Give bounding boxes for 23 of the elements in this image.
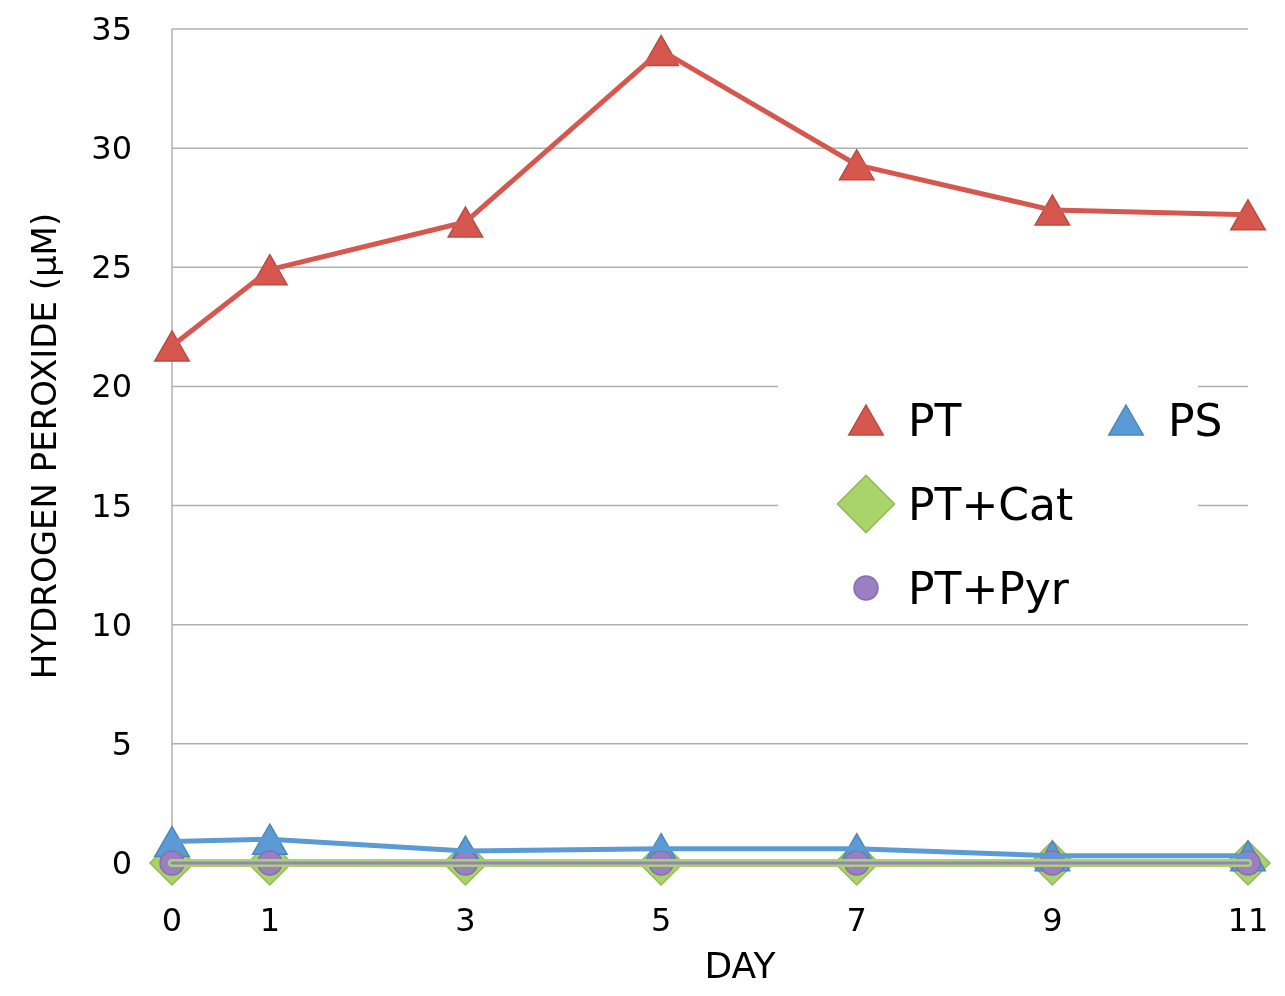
y-tick-label: 15 — [91, 486, 132, 525]
y-tick-label: 5 — [111, 724, 132, 763]
legend-label: PS — [1168, 395, 1223, 446]
y-tick-label: 30 — [91, 129, 132, 168]
y-axis-title: HYDROGEN PEROXIDE (µM) — [24, 212, 64, 680]
x-tick-label: 9 — [1042, 901, 1063, 939]
x-tick-label: 7 — [846, 901, 867, 939]
y-tick-label: 25 — [91, 248, 132, 287]
y-tick-label: 10 — [91, 605, 132, 644]
y-tick-label: 0 — [111, 844, 132, 882]
point — [1230, 199, 1266, 231]
x-tick-label: 11 — [1227, 901, 1269, 939]
legend-label: PT+Cat — [908, 479, 1074, 530]
x-tick-label: 1 — [259, 901, 280, 939]
y-tick-label: 35 — [91, 10, 132, 48]
x-tick-label: 3 — [455, 901, 476, 939]
point — [154, 330, 190, 362]
legend-label: PT — [908, 395, 962, 446]
y-tick-label: 20 — [91, 367, 132, 406]
x-tick-label: 5 — [650, 901, 672, 939]
legend-label: PT+Pyr — [908, 563, 1070, 614]
x-axis-title: DAY — [704, 945, 777, 986]
x-tick-label: 0 — [161, 901, 183, 939]
